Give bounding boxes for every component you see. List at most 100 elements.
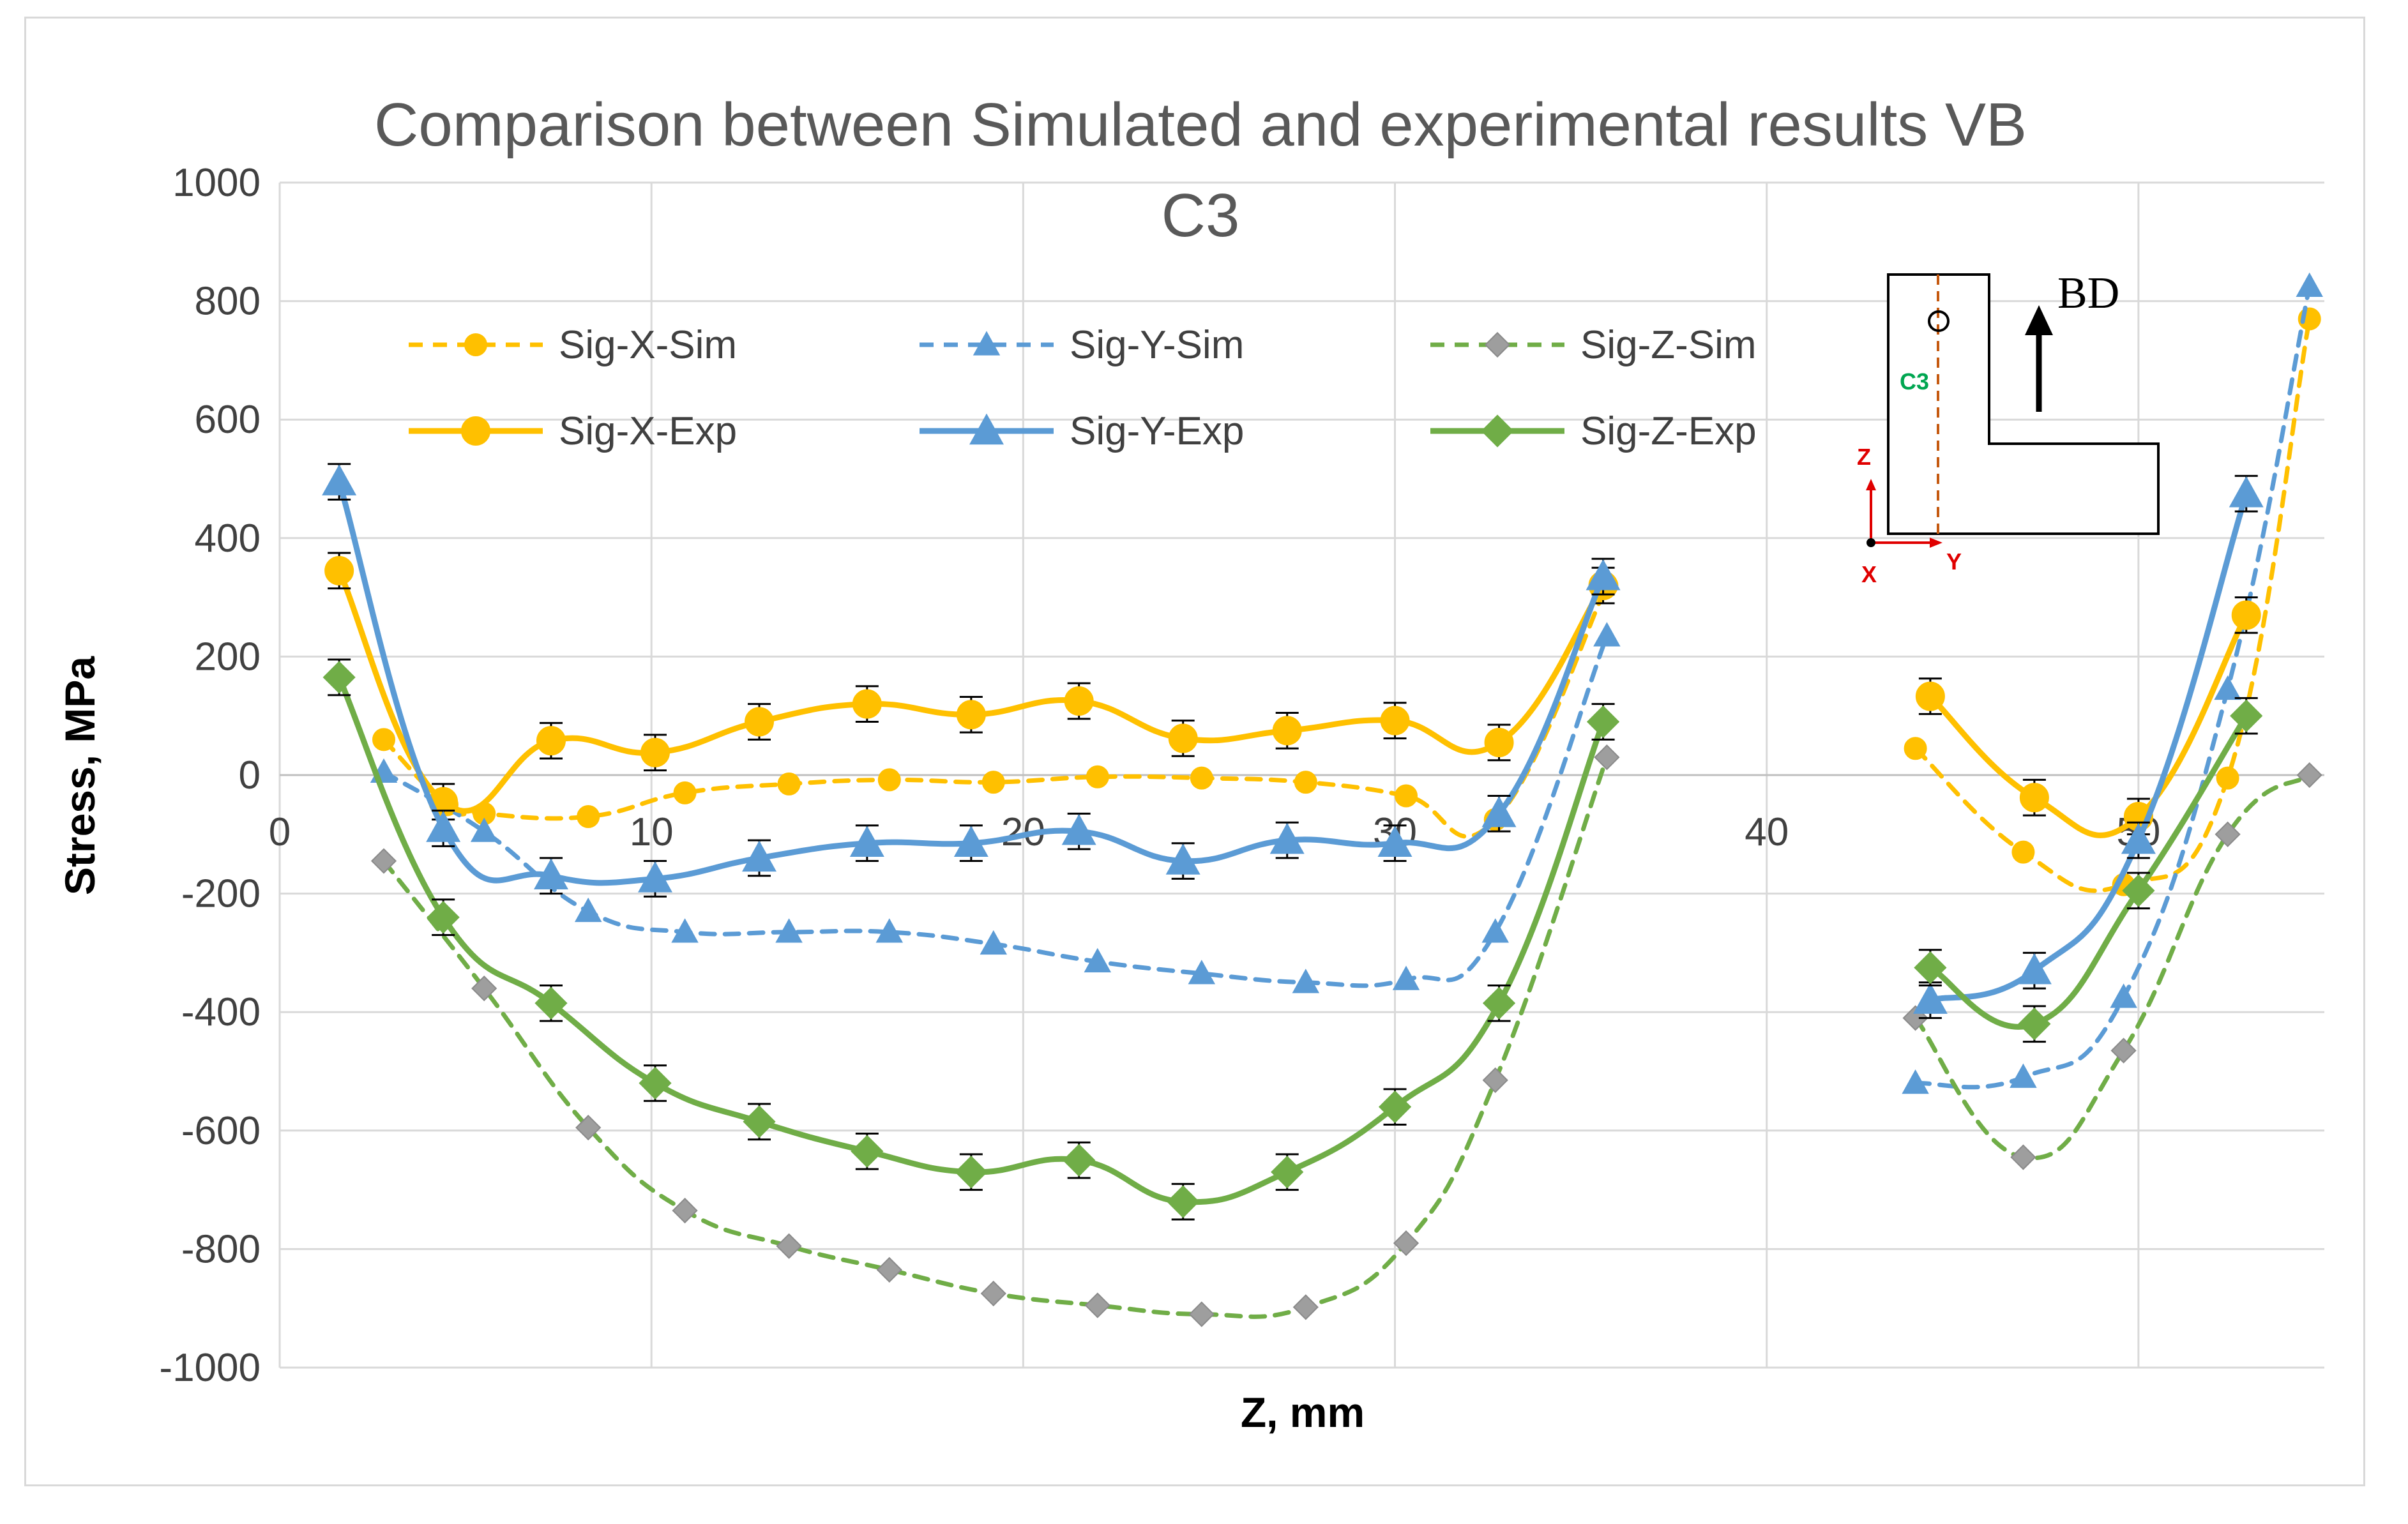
- legend-swatch-marker: [1484, 331, 1511, 358]
- data-point-sig-x-exp: [1168, 723, 1198, 753]
- data-point-sig-y-sim: [2214, 675, 2241, 700]
- y-tick-label: 600: [195, 398, 261, 442]
- data-point-sig-y-exp: [1377, 826, 1412, 857]
- y-axis-title: Stress, MPa: [56, 656, 103, 895]
- legend: Sig-X-Sim Sig-Y-Sim Sig-Z-Sim Sig-X-Exp Sig-…: [409, 323, 1757, 453]
- legend-swatch-marker: [461, 416, 490, 446]
- data-point-sig-x-exp: [1484, 727, 1514, 757]
- data-point-sig-x-sim: [372, 728, 396, 751]
- data-point-sig-x-sim: [2011, 840, 2035, 864]
- data-point-sig-z-exp: [1271, 1156, 1304, 1189]
- inset-c3-label: C3: [1900, 368, 1929, 395]
- x-tick-label: 0: [269, 810, 291, 854]
- legend-item-sig-z-exp: Sig-Z-Exp: [1430, 409, 1757, 453]
- chart-title-line-2: C3: [1162, 181, 1240, 250]
- data-point-sig-z-sim: [370, 848, 397, 874]
- data-point-sig-y-sim: [2110, 983, 2137, 1008]
- data-point-sig-x-sim: [1086, 765, 1109, 788]
- data-point-sig-y-exp: [953, 826, 988, 857]
- inset-y-arrowhead: [1930, 538, 1942, 548]
- data-point-sig-z-sim: [776, 1233, 802, 1259]
- data-point-sig-z-exp: [1378, 1090, 1412, 1124]
- series-line-sig-x-exp: [1927, 612, 2250, 838]
- data-point-sig-z-exp: [534, 986, 568, 1020]
- data-point-sig-x-sim: [877, 768, 901, 792]
- data-point-sig-x-sim: [777, 772, 801, 796]
- data-point-sig-x-sim: [1294, 771, 1317, 794]
- data-point-sig-y-sim: [1481, 918, 1509, 943]
- data-point-sig-z-exp: [851, 1135, 884, 1168]
- data-point-sig-x-exp: [2231, 600, 2261, 630]
- data-point-sig-z-sim: [1393, 1230, 1420, 1256]
- data-point-sig-z-exp: [1914, 951, 1947, 985]
- y-tick-label: 200: [195, 635, 261, 679]
- y-tick-label: 0: [239, 753, 261, 797]
- legend-item-sig-x-sim: Sig-X-Sim: [409, 323, 737, 367]
- data-point-sig-z-exp: [427, 901, 460, 934]
- inset-diagram: C3 BD Z Y X: [1857, 269, 2160, 587]
- data-point-sig-z-exp: [1063, 1143, 1096, 1177]
- data-point-sig-x-exp: [640, 737, 670, 767]
- data-point-sig-z-sim: [1482, 1067, 1508, 1094]
- series-sig-y-exp: [322, 463, 2264, 1019]
- y-tick-label: -400: [181, 990, 261, 1034]
- data-point-sig-y-sim: [1902, 1069, 1929, 1094]
- inset-x-axis-dot: [1867, 538, 1875, 547]
- data-point-sig-y-exp: [533, 858, 568, 889]
- y-tick-label: -1000: [159, 1346, 261, 1390]
- data-point-sig-y-exp: [2121, 822, 2156, 854]
- data-point-sig-y-sim: [574, 897, 602, 923]
- data-point-sig-z-exp: [955, 1156, 988, 1189]
- legend-label: Sig-Z-Exp: [1580, 409, 1757, 453]
- data-point-sig-x-exp: [745, 707, 775, 737]
- x-tick-label: 10: [630, 810, 674, 854]
- y-tick-label: 800: [195, 280, 261, 324]
- data-point-sig-y-exp: [1912, 983, 1948, 1014]
- data-point-sig-y-sim: [1392, 965, 1420, 990]
- legend-item-sig-z-sim: Sig-Z-Sim: [1430, 323, 1757, 367]
- data-point-sig-x-exp: [536, 726, 566, 756]
- data-point-sig-y-exp: [638, 861, 673, 893]
- data-point-sig-z-exp: [1482, 986, 1516, 1020]
- series-layer: [322, 272, 2323, 1327]
- data-point-sig-x-exp: [2019, 783, 2049, 813]
- data-point-sig-y-exp: [1269, 822, 1305, 854]
- inset-bd-label: BD: [2057, 269, 2119, 318]
- series-line-sig-x-sim: [1913, 316, 2312, 893]
- data-point-sig-y-exp: [742, 840, 777, 872]
- data-point-sig-z-sim: [876, 1256, 902, 1283]
- y-tick-label: -600: [181, 1109, 261, 1153]
- series-line-sig-z-sim: [1913, 773, 2312, 1161]
- data-point-sig-y-sim: [1188, 960, 1216, 985]
- data-point-sig-y-sim: [671, 918, 699, 943]
- legend-swatch-marker: [464, 333, 487, 356]
- series-line-sig-z-sim: [381, 755, 1609, 1319]
- inset-x-label: X: [1861, 561, 1877, 587]
- data-point-sig-x-exp: [956, 700, 986, 730]
- data-point-sig-x-exp: [324, 555, 354, 585]
- data-point-sig-x-sim: [1904, 737, 1927, 760]
- data-point-sig-y-exp: [2017, 953, 2052, 985]
- data-point-sig-x-exp: [1272, 716, 1302, 746]
- data-point-sig-y-exp: [426, 811, 461, 842]
- bd-arrow-head: [2025, 305, 2053, 335]
- data-point-sig-x-exp: [1915, 681, 1945, 711]
- y-tick-label: 1000: [172, 161, 261, 205]
- data-point-sig-x-sim: [673, 781, 697, 804]
- series-sig-x-exp: [324, 552, 2261, 838]
- data-point-sig-z-exp: [322, 661, 356, 694]
- legend-label: Sig-X-Sim: [559, 323, 737, 367]
- legend-item-sig-y-exp: Sig-Y-Exp: [920, 409, 1244, 453]
- data-point-sig-z-sim: [471, 975, 497, 1002]
- data-point-sig-y-sim: [875, 918, 904, 943]
- x-axis-title: Z, mm: [1241, 1389, 1365, 1436]
- data-point-sig-x-sim: [2216, 766, 2239, 790]
- data-point-sig-z-sim: [672, 1197, 698, 1224]
- data-point-sig-y-exp: [849, 826, 884, 857]
- data-point-sig-y-sim: [1593, 622, 1621, 647]
- data-point-sig-y-exp: [1481, 796, 1517, 827]
- data-point-sig-z-sim: [1084, 1292, 1110, 1318]
- data-point-sig-z-exp: [2230, 699, 2263, 732]
- data-point-sig-z-sim: [1594, 744, 1620, 771]
